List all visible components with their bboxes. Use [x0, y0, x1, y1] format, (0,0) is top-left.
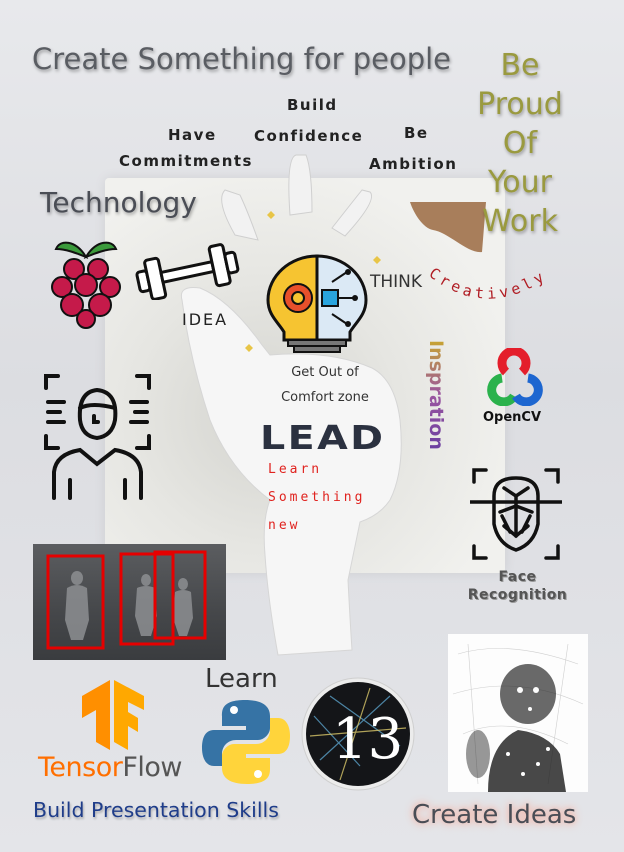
surveillance-thumbnail [33, 544, 226, 660]
creatively-text: Creatively [426, 264, 547, 303]
lead-title: LEAD [260, 418, 386, 457]
surveillance-figures [46, 550, 207, 650]
face-word: Face [498, 569, 537, 585]
tensorflow-wordmark: TensorFlow [38, 752, 182, 783]
svg-text:Creatively: Creatively [426, 264, 551, 303]
learn-something-new: Learn Something new [268, 456, 365, 540]
headline: Create Something for people [32, 42, 452, 76]
word-commitments: Commitments [119, 152, 253, 170]
comfort-zone-text: Comfort zone [281, 390, 369, 405]
recognition-word: Recognition [467, 587, 568, 603]
dumbbell-icon [135, 243, 240, 300]
proud-word: Work [482, 204, 558, 239]
build-presentation-label: Build Presentation Skills [33, 798, 279, 822]
word-ambition: Ambition [369, 155, 458, 173]
word-be: Be [404, 124, 429, 142]
learn-line: Something [268, 490, 366, 505]
face-recognition-icon [470, 468, 562, 560]
raspberry-pi-icon [51, 241, 121, 329]
tensor-word: Tensor [38, 752, 123, 783]
learn-label: Learn [205, 664, 278, 694]
opencv-logo [487, 348, 543, 406]
python-logo [202, 700, 290, 784]
person-scan-icon [44, 374, 151, 500]
word-confidence: Confidence [254, 127, 364, 145]
particle-portrait-image [448, 634, 588, 792]
inspration-text: Inspration [425, 340, 447, 450]
p5js-logo: 13 [301, 677, 415, 791]
technology-label: Technology [40, 186, 197, 219]
think-label: THINK [370, 272, 423, 292]
torn-paper-corner [410, 202, 486, 253]
opencv-label: OpenCV [483, 410, 542, 425]
creatively-arc-text: Creatively [426, 264, 551, 303]
lightbulb-gear-circuit-icon [266, 254, 368, 353]
proud-word: Proud [477, 87, 563, 122]
palm-text-block: Get Out of Comfort zone [255, 365, 395, 405]
p5js-glyph: 13 [332, 707, 403, 772]
face-recognition-label: Face Recognition [455, 568, 580, 604]
idea-label: IDEA [182, 310, 229, 329]
get-out-text: Get Out of [291, 365, 359, 380]
be-proud-text: Be Proud Of Your Work [470, 46, 570, 241]
particle-portrait-art [452, 643, 584, 792]
word-have: Have [168, 126, 217, 144]
proud-word: Of [502, 126, 538, 161]
learn-line: new [268, 518, 301, 533]
create-ideas-label: Create Ideas [412, 800, 577, 830]
learn-line: Learn [268, 462, 323, 477]
word-build: Build [287, 96, 338, 114]
flow-word: Flow [122, 752, 182, 783]
proud-word: Your [487, 165, 553, 200]
inspration-vertical: Inspration [423, 340, 453, 490]
proud-word: Be [500, 48, 540, 83]
tensorflow-logo [82, 680, 144, 750]
